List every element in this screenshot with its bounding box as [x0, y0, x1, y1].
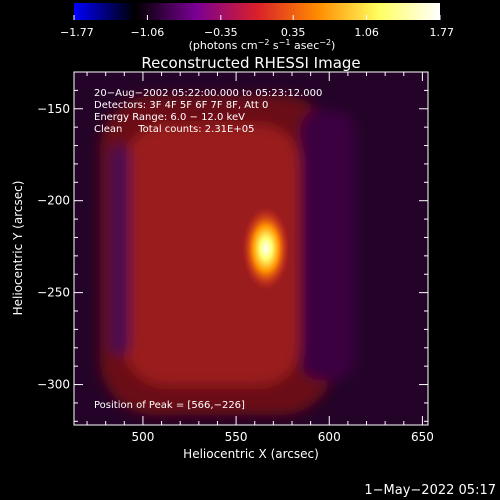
x-tick-label: 500	[131, 430, 154, 444]
chart-title: Reconstructed RHESSI Image	[141, 54, 360, 72]
colorbar	[74, 3, 440, 20]
y-tick-label: −200	[37, 194, 70, 208]
colorbar-tick-label: −0.35	[204, 26, 238, 39]
annotation-line: 20−Aug−2002 05:22:00.000 to 05:23:12.000	[94, 88, 322, 99]
observation-annotations: 20−Aug−2002 05:22:00.000 to 05:23:12.000…	[94, 88, 322, 411]
x-tick-label: 650	[411, 430, 434, 444]
colorbar-tick-label: 1.06	[354, 26, 379, 39]
footer-timestamp: 1−May−2022 05:17	[364, 483, 496, 498]
annotation-line: Detectors: 3F 4F 5F 6F 7F 8F, Att 0	[94, 100, 268, 111]
emission-peak	[241, 206, 290, 291]
colorbar-tick-label: −1.77	[60, 26, 94, 39]
y-tick-label: −150	[37, 102, 70, 116]
x-axis-label: Heliocentric X (arcsec)	[183, 447, 319, 461]
image-region	[74, 72, 428, 425]
colorbar-units: (photons cm−2 s−1 asec−2)	[189, 38, 336, 52]
emission-left	[110, 145, 130, 355]
colorbar-tick-label: −1.06	[131, 26, 165, 39]
y-tick-label: −250	[37, 286, 70, 300]
annotation-line: Clean Total counts: 2.31E+05	[94, 124, 254, 135]
peak-position-label: Position of Peak = [566,−226]	[94, 400, 245, 411]
y-tick-label: −300	[37, 378, 70, 392]
y-axis-label: Heliocentric Y (arcsec)	[11, 181, 25, 316]
x-tick-label: 550	[225, 430, 248, 444]
y-axis: −150 −200 −250 −300	[37, 71, 428, 422]
source-emission-core	[125, 125, 300, 385]
colorbar-ticks: −1.77 −1.06 −0.35 0.35 1.06 1.77	[60, 15, 454, 39]
colorbar-tick-label: 1.77	[430, 26, 455, 39]
annotation-line: Energy Range: 6.0 − 12.0 keV	[94, 112, 245, 123]
x-axis: 500 550 600 650	[86, 72, 434, 444]
x-tick-label: 600	[318, 430, 341, 444]
colorbar-tick-label: 0.35	[281, 26, 306, 39]
emission-right	[300, 110, 355, 380]
plot-frame	[73, 71, 429, 426]
